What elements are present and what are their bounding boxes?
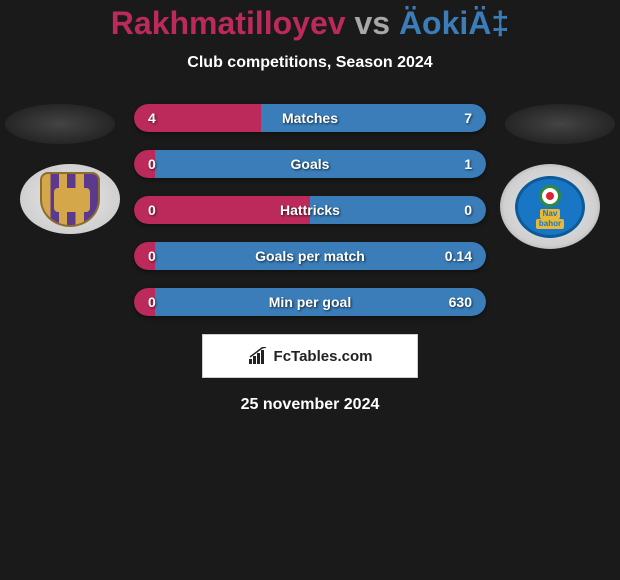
stat-row: 47Matches xyxy=(134,104,486,132)
date-line: 25 november 2024 xyxy=(0,396,620,414)
stat-label: Hattricks xyxy=(134,202,486,218)
title-vs: vs xyxy=(346,5,399,41)
player1-name: Rakhmatilloyev xyxy=(111,5,346,41)
stat-label: Matches xyxy=(134,110,486,126)
shadow-oval-right xyxy=(505,104,615,144)
team-badge-right-text2: bahor xyxy=(536,219,564,229)
stat-label: Min per goal xyxy=(134,294,486,310)
stat-row: 00Hattricks xyxy=(134,196,486,224)
team-badge-right-circle: Nav bahor xyxy=(515,176,585,238)
brand-box[interactable]: FcTables.com xyxy=(202,334,418,378)
team-badge-left xyxy=(20,164,120,234)
team-badge-left-center xyxy=(54,188,90,212)
page-title: Rakhmatilloyev vs ÄokiÄ‡ xyxy=(0,5,620,42)
shadow-oval-left xyxy=(5,104,115,144)
stat-row: 01Goals xyxy=(134,150,486,178)
fctables-icon xyxy=(248,347,270,365)
player2-name: ÄokiÄ‡ xyxy=(399,5,509,41)
team-badge-right-emblem xyxy=(539,185,561,207)
stat-row: 00.14Goals per match xyxy=(134,242,486,270)
subtitle: Club competitions, Season 2024 xyxy=(0,54,620,72)
stat-label: Goals per match xyxy=(134,248,486,264)
stat-label: Goals xyxy=(134,156,486,172)
comparison-card: Rakhmatilloyev vs ÄokiÄ‡ Club competitio… xyxy=(0,0,620,414)
brand-text: FcTables.com xyxy=(274,348,373,365)
team-badge-right: Nav bahor xyxy=(500,164,600,249)
team-badge-right-text1: Nav xyxy=(540,209,561,219)
team-badge-left-shield xyxy=(40,172,100,227)
stats-area: Nav bahor 47Matches 01Goals 00Hattricks 00.… xyxy=(0,104,620,414)
stat-row: 0630Min per goal xyxy=(134,288,486,316)
